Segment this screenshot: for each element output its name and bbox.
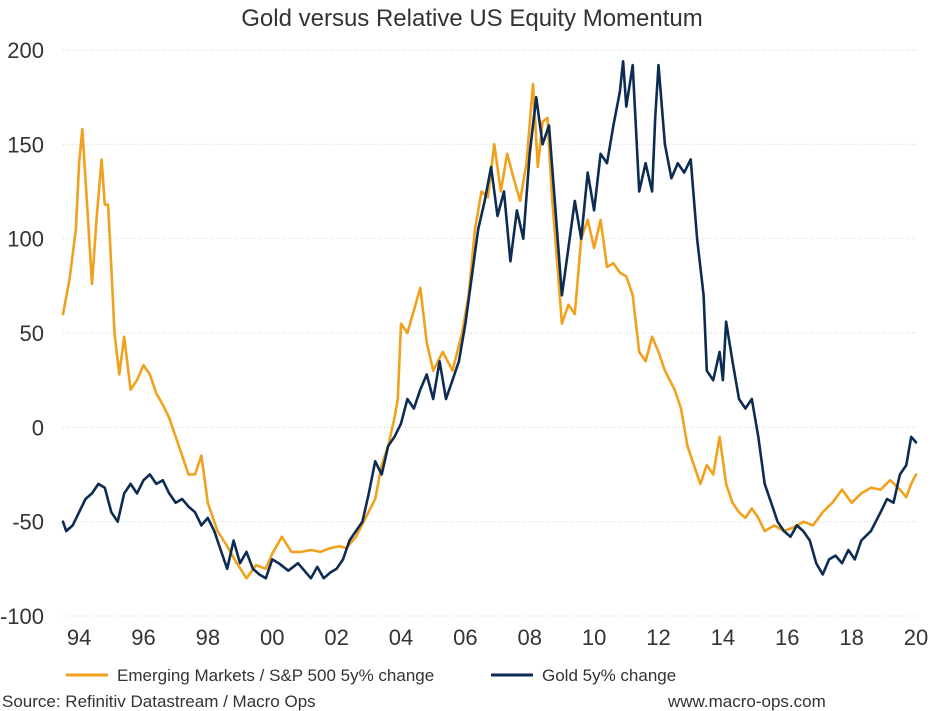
x-tick-label: 14 bbox=[711, 625, 735, 650]
y-tick-label: 200 bbox=[7, 38, 44, 63]
x-tick-label: 96 bbox=[131, 625, 155, 650]
x-tick-label: 04 bbox=[389, 625, 413, 650]
website-credit: www.macro-ops.com bbox=[667, 692, 826, 711]
x-tick-label: 18 bbox=[839, 625, 863, 650]
legend-label-gold: Gold 5y% change bbox=[542, 666, 676, 685]
chart-title: Gold versus Relative US Equity Momentum bbox=[241, 5, 703, 32]
y-axis-ticks: 200 150 100 50 0 -50 -100 bbox=[0, 38, 44, 629]
x-tick-label: 16 bbox=[775, 625, 799, 650]
y-tick-label: 0 bbox=[32, 415, 44, 440]
x-tick-label: 02 bbox=[324, 625, 348, 650]
legend: Emerging Markets / S&P 500 5y% change Go… bbox=[66, 666, 676, 685]
y-tick-label: 150 bbox=[7, 132, 44, 157]
grid-lines bbox=[63, 49, 916, 617]
series-group bbox=[61, 60, 918, 580]
y-tick-label: -50 bbox=[12, 510, 44, 535]
x-tick-label: 10 bbox=[582, 625, 606, 650]
source-note: Source: Refinitiv Datastream / Macro Ops bbox=[2, 692, 316, 711]
x-axis-ticks: 94 96 98 00 02 04 06 08 10 12 14 16 18 20 bbox=[67, 625, 928, 650]
series-line-gold bbox=[61, 60, 918, 580]
x-tick-label: 12 bbox=[646, 625, 670, 650]
legend-label-emerging-markets: Emerging Markets / S&P 500 5y% change bbox=[117, 666, 434, 685]
x-tick-label: 06 bbox=[453, 625, 477, 650]
x-tick-label: 20 bbox=[904, 625, 928, 650]
y-tick-label: 100 bbox=[7, 227, 44, 252]
y-tick-label: -100 bbox=[0, 604, 44, 629]
x-tick-label: 00 bbox=[260, 625, 284, 650]
series-line-emerging-markets bbox=[61, 82, 918, 580]
x-tick-label: 94 bbox=[67, 625, 91, 650]
x-tick-label: 98 bbox=[196, 625, 220, 650]
y-tick-label: 50 bbox=[20, 321, 44, 346]
x-tick-label: 08 bbox=[517, 625, 541, 650]
